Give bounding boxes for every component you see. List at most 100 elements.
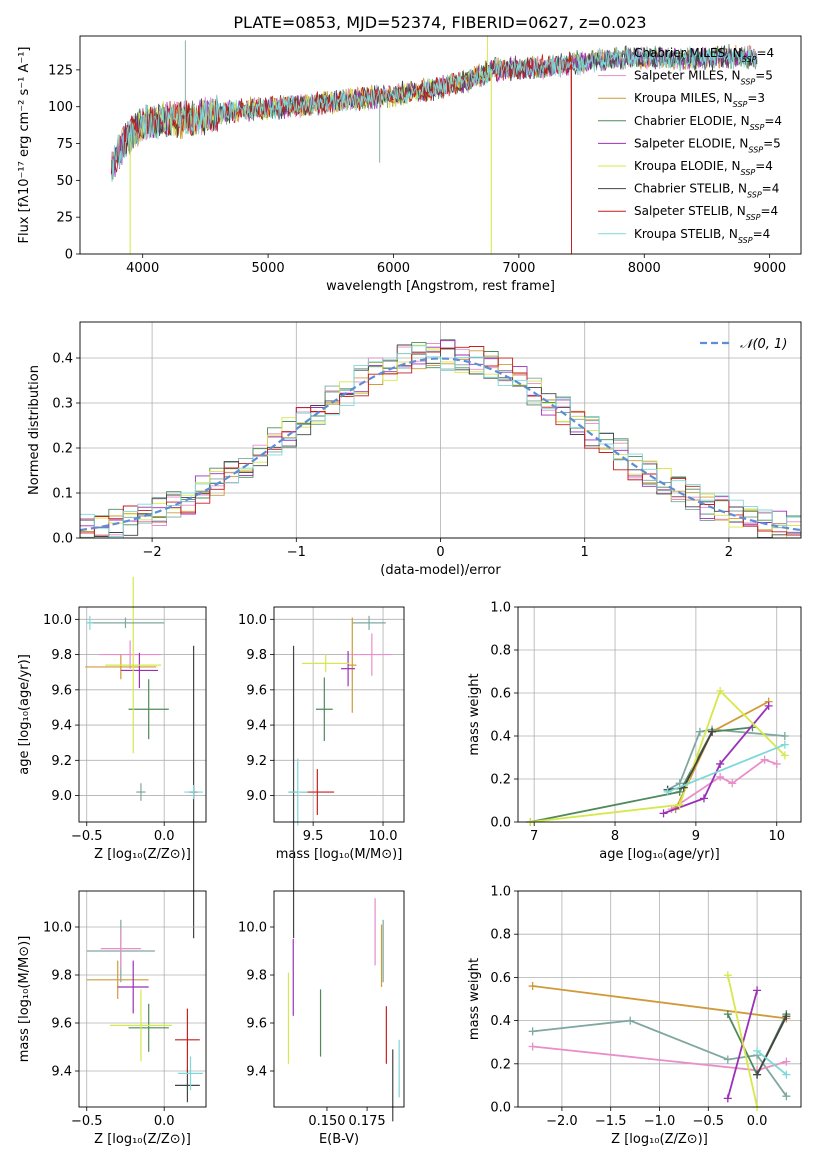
- y-tick-label: 9.8: [246, 648, 267, 663]
- x-tick-label: −2.0: [546, 1114, 578, 1129]
- x-axis-label: mass [log₁₀(M/M⊙)]: [276, 847, 403, 862]
- x-axis-label: E(B-V): [319, 1132, 359, 1147]
- axes-frame: [79, 35, 802, 255]
- y-tick-label: 9.6: [246, 683, 267, 698]
- z-weight-panel: −2.0 −1.5 −1.0 −0.5 0.0 0.0 0.2 0.4 0.6 0.8 1.0 Z […: [467, 885, 802, 1147]
- y-tick-label: 0.1: [52, 487, 73, 502]
- x-tick-label: −0.5: [71, 1114, 103, 1129]
- x-axis-label: age [log₁₀(age/yr)]: [599, 847, 720, 862]
- y-tick-label: 0.0: [490, 816, 511, 831]
- y-tick-label: 0.2: [490, 1057, 511, 1072]
- y-tick-label: 100: [48, 100, 73, 115]
- weight-marker: [699, 794, 708, 803]
- y-tick-label: 75: [56, 137, 73, 152]
- weight-marker: [675, 800, 684, 809]
- weight-marker: [728, 779, 737, 788]
- x-tick-label: 1: [581, 545, 589, 560]
- y-tick-label: 9.0: [246, 789, 267, 804]
- y-tick-label: 0.4: [490, 1014, 511, 1029]
- weight-marker: [663, 787, 672, 796]
- weight-marker: [716, 686, 725, 695]
- axes-frame: [78, 606, 207, 823]
- weight-marker: [675, 787, 684, 796]
- axes-frame: [517, 890, 802, 1108]
- histogram-series: [80, 344, 801, 538]
- y-tick-label: 0.0: [52, 532, 73, 547]
- histogram-series: [80, 345, 801, 538]
- histogram-series: [80, 346, 801, 536]
- legend-entry: Chabrier STELIB, NSSP=4: [634, 182, 779, 200]
- y-axis-label: Normed distribution: [27, 365, 42, 495]
- weight-marker: [708, 727, 717, 736]
- x-tick-label: 0.150: [308, 1114, 345, 1129]
- weight-marker: [760, 755, 769, 764]
- weight-marker: [659, 809, 668, 818]
- weight-line: [667, 743, 786, 793]
- weight-marker: [782, 1070, 791, 1079]
- weight-marker: [780, 740, 789, 749]
- weight-marker: [764, 701, 773, 710]
- x-axis-label: Z [log₁₀(Z/Z⊙)]: [611, 1132, 708, 1147]
- y-tick-label: 0.2: [52, 442, 73, 457]
- y-axis-label: mass weight: [467, 673, 482, 755]
- y-tick-label: 9.6: [246, 1017, 267, 1032]
- axes-frame: [273, 606, 405, 823]
- x-tick-label: −0.5: [693, 1114, 725, 1129]
- x-tick-label: −1.0: [644, 1114, 676, 1129]
- y-tick-label: 10.0: [43, 921, 72, 936]
- y-axis-label: mass weight: [467, 958, 482, 1040]
- y-tick-label: 9.2: [51, 754, 72, 769]
- y-tick-label: 9.4: [51, 719, 72, 734]
- x-tick-label: −1: [287, 545, 306, 560]
- age-weight-panel: 7 8 9 10 0.0 0.2 0.4 0.6 0.8 1.0 age [log₁₀(age/yr…: [467, 601, 802, 862]
- axes-frame: [78, 890, 207, 1108]
- weight-marker: [782, 1057, 791, 1066]
- x-tick-label: 0.0: [747, 1114, 768, 1129]
- y-tick-label: 0.6: [490, 971, 511, 986]
- legend-entry: Salpeter ELODIE, NSSP=5: [634, 136, 781, 154]
- x-axis-label: Z [log₁₀(Z/Z⊙)]: [94, 847, 191, 862]
- weight-marker: [528, 982, 537, 991]
- x-tick-label: 0.0: [154, 1114, 175, 1129]
- weight-marker: [723, 971, 732, 980]
- y-tick-label: 0.6: [490, 687, 511, 702]
- spectrum-legend: Chabrier MILES, NSSP=4 Salpeter MILES, NS…: [598, 46, 782, 244]
- spectrum-panel: 4000 5000 6000 7000 8000 9000 0 25 50 75 100 125 wav…: [17, 35, 802, 294]
- weight-marker: [780, 732, 789, 740]
- x-axis-label: (data-model)/error: [380, 563, 501, 578]
- x-tick-label: 7000: [502, 261, 535, 276]
- x-tick-label: 9.5: [303, 829, 324, 844]
- weight-marker: [753, 1046, 762, 1055]
- legend-entry: Chabrier ELODIE, NSSP=4: [634, 114, 782, 132]
- y-tick-label: 25: [56, 211, 73, 226]
- y-tick-label: 9.6: [51, 683, 72, 698]
- y-tick-label: 10.0: [238, 613, 267, 628]
- x-tick-label: −0.5: [71, 829, 103, 844]
- y-tick-label: 0.2: [490, 773, 511, 788]
- spectrum-line: [110, 51, 572, 254]
- x-tick-label: −1.5: [595, 1114, 627, 1129]
- weight-line: [529, 726, 753, 823]
- y-tick-label: 1.0: [490, 885, 511, 900]
- legend-entry: 𝒩(0, 1): [740, 337, 787, 352]
- x-axis-label: wavelength [Angstrom, rest frame]: [326, 279, 555, 294]
- legend-entry: Salpeter MILES, NSSP=5: [634, 69, 773, 87]
- legend-entry: Chabrier MILES, NSSP=4: [634, 46, 774, 64]
- y-tick-label: 9.4: [51, 1065, 72, 1080]
- z-age-panel: −0.5 0.0 9.0 9.2 9.4 9.6 9.8 10.0 Z [log₁₀(Z/Z⊙)…: [17, 577, 207, 939]
- y-tick-label: 10.0: [238, 921, 267, 936]
- y-axis-label: mass [log₁₀(M/M⊙)]: [17, 936, 32, 1063]
- x-tick-label: 6000: [377, 261, 410, 276]
- axes-frame: [517, 606, 802, 823]
- y-tick-label: 50: [56, 174, 73, 189]
- x-tick-label: 10.0: [369, 829, 398, 844]
- weight-line: [756, 1050, 787, 1076]
- y-tick-label: 9.8: [51, 648, 72, 663]
- y-tick-label: 9.4: [246, 1065, 267, 1080]
- x-tick-label: 0: [436, 545, 444, 560]
- weight-marker: [723, 1010, 732, 1019]
- weight-line: [529, 689, 786, 823]
- spectrum-line: [110, 46, 758, 182]
- y-axis-label: age [log₁₀(age/yr)]: [17, 654, 32, 775]
